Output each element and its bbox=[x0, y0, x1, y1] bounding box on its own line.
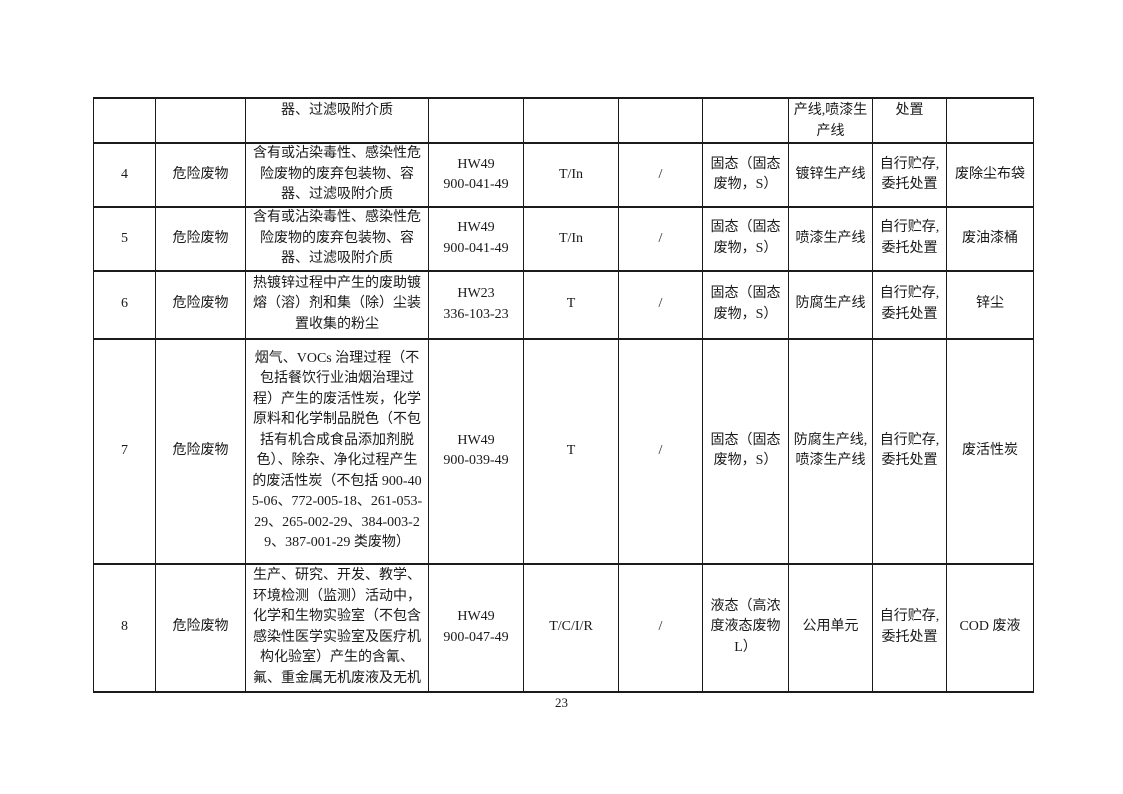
cell-slash: / bbox=[618, 269, 703, 340]
cell-description: 热镀锌过程中产生的废助镀熔（溶）剂和集（除）尘装置收集的粉尘 bbox=[245, 269, 429, 340]
hazardous-waste-table: 器、过滤吸附介质 产线,喷漆生产线 处置 4 危险废物 含有或沾染毒性、感染性危… bbox=[93, 97, 1034, 693]
cell-hazard-property: T bbox=[523, 337, 619, 565]
cell-source: 防腐生产线 bbox=[788, 269, 873, 340]
cell-disposal-tail: 处置 bbox=[872, 97, 947, 144]
cell-category: 危险废物 bbox=[155, 206, 246, 272]
cell-waste-code: HW23 336-103-23 bbox=[428, 269, 524, 340]
cell-description: 生产、研究、开发、教学、环境检测（监测）活动中，化学和生物实验室（不包含感染性医… bbox=[245, 562, 429, 693]
cell-slash: / bbox=[618, 206, 703, 272]
table-row: 6 危险废物 热镀锌过程中产生的废助镀熔（溶）剂和集（除）尘装置收集的粉尘 HW… bbox=[93, 269, 1034, 340]
cell-hazard-property: T/In bbox=[523, 206, 619, 272]
cell-hazard-property: T/C/I/R bbox=[523, 562, 619, 693]
table-row: 4 危险废物 含有或沾染毒性、感染性危险废物的废弃包装物、容器、过滤吸附介质 H… bbox=[93, 142, 1034, 208]
cell-slash: / bbox=[618, 337, 703, 565]
cell-slash: / bbox=[618, 562, 703, 693]
cell-source: 喷漆生产线 bbox=[788, 206, 873, 272]
cell-physical-form: 固态（固态废物，S） bbox=[702, 206, 789, 272]
cell-slash: / bbox=[618, 142, 703, 208]
cell-empty bbox=[702, 97, 789, 144]
cell-source: 防腐生产线,喷漆生产线 bbox=[788, 337, 873, 565]
table-row: 8 危险废物 生产、研究、开发、教学、环境检测（监测）活动中，化学和生物实验室（… bbox=[93, 562, 1034, 693]
cell-no: 5 bbox=[93, 206, 156, 272]
cell-waste-name: 废活性炭 bbox=[946, 337, 1034, 565]
cell-category: 危险废物 bbox=[155, 337, 246, 565]
cell-empty bbox=[155, 97, 246, 144]
cell-no: 4 bbox=[93, 142, 156, 208]
cell-source: 公用单元 bbox=[788, 562, 873, 693]
cell-category: 危险废物 bbox=[155, 269, 246, 340]
cell-physical-form: 固态（固态废物，S） bbox=[702, 269, 789, 340]
cell-empty bbox=[946, 97, 1034, 144]
cell-description: 烟气、VOCs 治理过程（不包括餐饮行业油烟治理过程）产生的废活性炭，化学原料和… bbox=[245, 337, 429, 565]
cell-disposal: 自行贮存,委托处置 bbox=[872, 142, 947, 208]
cell-no: 7 bbox=[93, 337, 156, 565]
cell-empty bbox=[428, 97, 524, 144]
cell-description-tail: 器、过滤吸附介质 bbox=[245, 97, 429, 144]
cell-no: 8 bbox=[93, 562, 156, 693]
cell-source: 镀锌生产线 bbox=[788, 142, 873, 208]
cell-physical-form: 固态（固态废物，S） bbox=[702, 142, 789, 208]
cell-physical-form: 固态（固态废物，S） bbox=[702, 337, 789, 565]
cell-empty bbox=[618, 97, 703, 144]
cell-waste-code: HW49 900-041-49 bbox=[428, 142, 524, 208]
cell-no: 6 bbox=[93, 269, 156, 340]
cell-physical-form: 液态（高浓度液态废物 L） bbox=[702, 562, 789, 693]
cell-description: 含有或沾染毒性、感染性危险废物的废弃包装物、容器、过滤吸附介质 bbox=[245, 142, 429, 208]
cell-category: 危险废物 bbox=[155, 142, 246, 208]
table-row-continuation: 器、过滤吸附介质 产线,喷漆生产线 处置 bbox=[93, 97, 1034, 144]
cell-hazard-property: T bbox=[523, 269, 619, 340]
cell-disposal: 自行贮存,委托处置 bbox=[872, 562, 947, 693]
cell-waste-code: HW49 900-041-49 bbox=[428, 206, 524, 272]
cell-waste-name: COD 废液 bbox=[946, 562, 1034, 693]
cell-disposal: 自行贮存,委托处置 bbox=[872, 269, 947, 340]
cell-disposal: 自行贮存,委托处置 bbox=[872, 206, 947, 272]
cell-hazard-property: T/In bbox=[523, 142, 619, 208]
cell-source-tail: 产线,喷漆生产线 bbox=[788, 97, 873, 144]
cell-empty bbox=[93, 97, 156, 144]
cell-waste-name: 锌尘 bbox=[946, 269, 1034, 340]
page-number: 23 bbox=[555, 695, 568, 710]
cell-empty bbox=[523, 97, 619, 144]
table-row: 5 危险废物 含有或沾染毒性、感染性危险废物的废弃包装物、容器、过滤吸附介质 H… bbox=[93, 206, 1034, 272]
cell-waste-code: HW49 900-047-49 bbox=[428, 562, 524, 693]
cell-waste-name: 废油漆桶 bbox=[946, 206, 1034, 272]
cell-waste-name: 废除尘布袋 bbox=[946, 142, 1034, 208]
cell-disposal: 自行贮存,委托处置 bbox=[872, 337, 947, 565]
cell-category: 危险废物 bbox=[155, 562, 246, 693]
cell-description: 含有或沾染毒性、感染性危险废物的废弃包装物、容器、过滤吸附介质 bbox=[245, 206, 429, 272]
table-row: 7 危险废物 烟气、VOCs 治理过程（不包括餐饮行业油烟治理过程）产生的废活性… bbox=[93, 337, 1034, 565]
cell-waste-code: HW49 900-039-49 bbox=[428, 337, 524, 565]
